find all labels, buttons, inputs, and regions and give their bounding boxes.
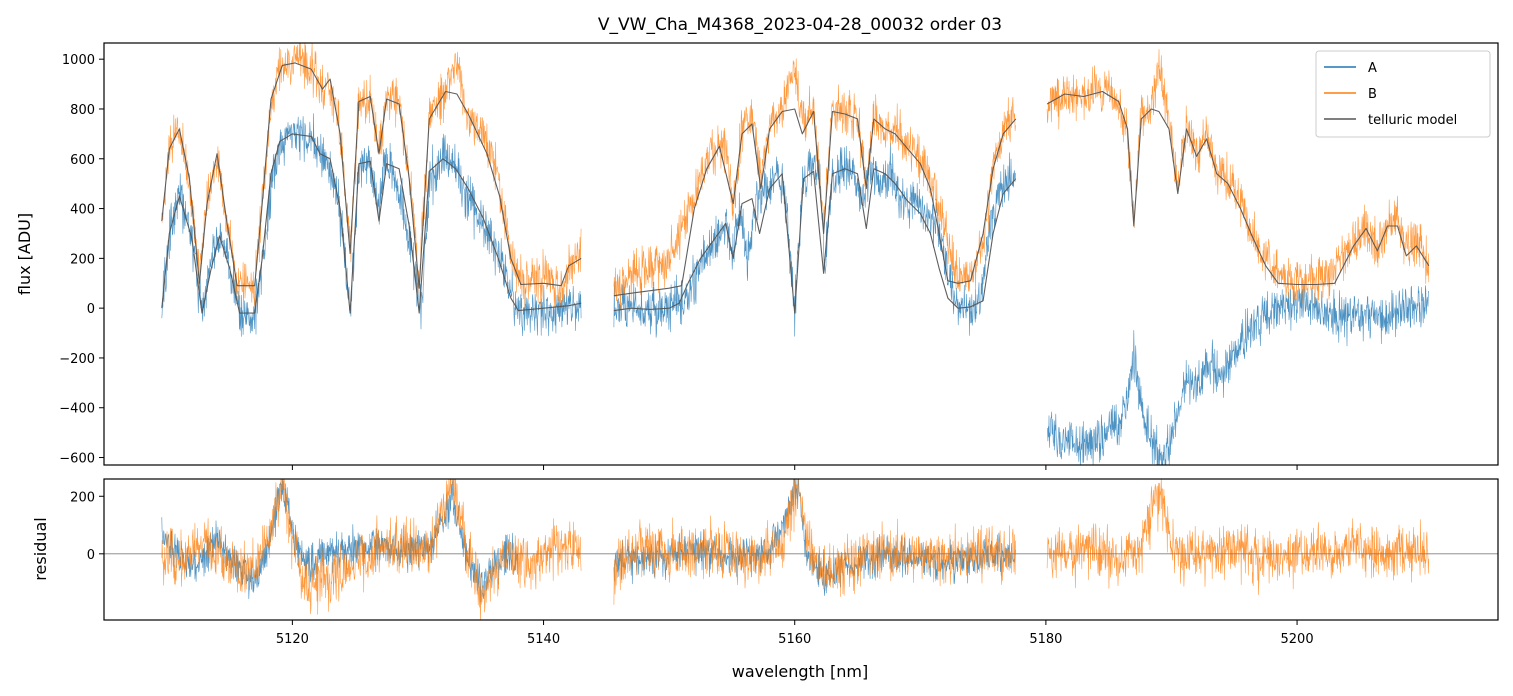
chart-title: V_VW_Cha_M4368_2023-04-28_00032 order 03: [598, 15, 1002, 35]
residual-panel: 0 200 5120 5140 5160 5180 5200 residual: [31, 478, 1499, 647]
b-segment-3: [1046, 49, 1430, 304]
telluric-model-a-segment-1: [161, 133, 582, 314]
telluric-model-a-segment-2: [613, 168, 1017, 314]
residual-y-tick-label: 200: [70, 490, 95, 505]
main-y-tick-label: 1000: [62, 53, 95, 68]
main-y-tick-label: 600: [70, 153, 95, 168]
a-segment-3: [1046, 284, 1430, 465]
main-series-layer: [161, 43, 1430, 465]
x-tick-label: 5120: [276, 632, 309, 647]
residual-axes-frame: [103, 478, 1499, 621]
b-residual-segment-2: [613, 479, 1016, 605]
legend-frame: [1315, 50, 1491, 138]
residual-y-axis-label: residual: [31, 517, 50, 580]
main-y-tick-label: 400: [70, 203, 95, 218]
x-tick-label: 5160: [778, 632, 811, 647]
main-y-tick-label: −200: [59, 352, 95, 367]
telluric-model-b-segment-1: [161, 62, 582, 289]
main-y-tick-label: 800: [70, 103, 95, 118]
residual-series-layer: [161, 479, 1430, 620]
main-y-tick-label: −400: [59, 402, 95, 417]
telluric-model-b-segment-2: [613, 108, 1017, 297]
telluric-model-b-segment-3: [1046, 90, 1430, 286]
legend-label-b: B: [1368, 87, 1377, 102]
main-y-tick-label: 0: [87, 302, 95, 317]
x-tick-label: 5180: [1029, 632, 1062, 647]
x-tick-label: 5200: [1281, 632, 1314, 647]
main-axes-frame: [103, 42, 1499, 466]
b-residual-segment-3: [1046, 479, 1430, 596]
legend-label-model: telluric model: [1368, 113, 1457, 128]
b-segment-2: [613, 58, 1016, 310]
main-y-tick-label: −600: [59, 452, 95, 467]
x-axis-label: wavelength [nm]: [732, 662, 869, 681]
main-y-tick-label: 200: [70, 252, 95, 267]
main-x-ticks: [291, 465, 1298, 470]
x-tick-label: 5140: [527, 632, 560, 647]
legend-label-a: A: [1368, 61, 1377, 76]
main-y-axis-label: flux [ADU]: [15, 213, 34, 295]
residual-y-axis: 0 200: [70, 490, 104, 563]
main-panel: −600 −400 −200 0 200 400 600 800 1000 flux [ADU]: [15, 42, 1499, 470]
legend: A B telluric model: [1315, 50, 1491, 138]
x-axis: 5120 5140 5160 5180 5200: [276, 620, 1314, 647]
residual-y-tick-label: 0: [87, 548, 95, 563]
main-y-axis: −600 −400 −200 0 200 400 600 800 1000: [59, 53, 104, 467]
b-residual-segment-1: [161, 479, 582, 620]
a-segment-2: [613, 142, 1016, 338]
